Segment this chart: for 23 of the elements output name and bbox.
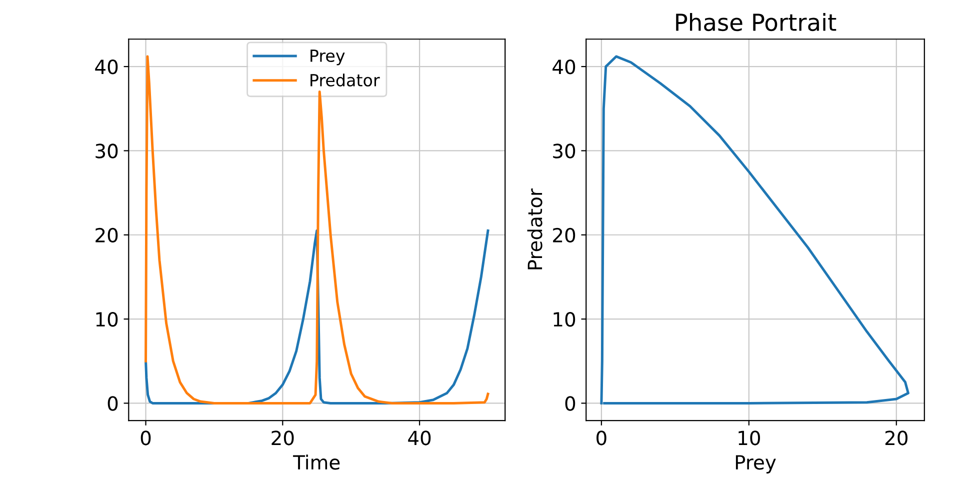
y-tick-label: 10 — [96, 312, 118, 327]
legend-label: Predator — [310, 74, 380, 86]
x-tick-label: 20 — [272, 430, 294, 446]
y-tick-label: 0 — [565, 396, 576, 411]
x-axis-title: Time — [293, 454, 340, 470]
y-tick-label: 30 — [553, 144, 576, 158]
y-tick-label: 0 — [108, 396, 118, 411]
y-tick-label: 20 — [553, 228, 576, 243]
y-axis-title: Predator — [527, 188, 542, 270]
chart-title: Phase Portrait — [676, 13, 836, 32]
y-tick-label: 30 — [96, 144, 118, 158]
x-tick-label: 40 — [408, 430, 431, 446]
y-tick-label: 20 — [96, 228, 118, 243]
x-axis-title: Prey — [736, 455, 776, 474]
y-tick-label: 10 — [554, 312, 576, 327]
legend-label: Prey — [310, 50, 345, 66]
y-tick-label: 40 — [95, 60, 118, 74]
line-series — [600, 55, 910, 404]
x-tick-label: 20 — [885, 430, 908, 446]
x-tick-label: 0 — [596, 430, 606, 446]
y-tick-label: 40 — [552, 60, 576, 74]
x-tick-label: 10 — [738, 430, 760, 446]
x-tick-label: 0 — [140, 430, 151, 446]
